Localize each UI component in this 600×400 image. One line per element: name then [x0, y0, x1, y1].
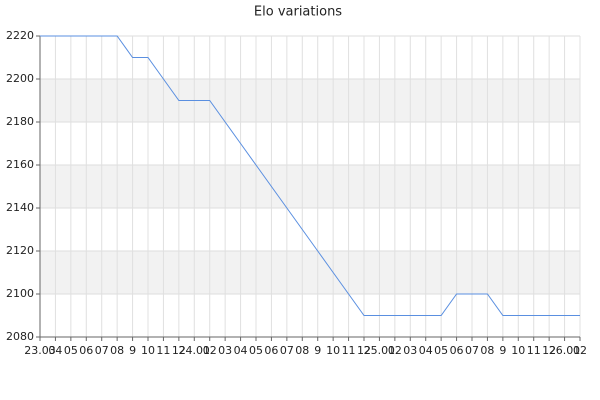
x-tick-label: 08 [295, 344, 309, 357]
x-tick-label: 05 [64, 344, 78, 357]
grid-band [40, 165, 580, 208]
x-tick-label: 05 [249, 344, 263, 357]
x-tick-label: 9 [129, 344, 136, 357]
y-tick-label: 2080 [6, 330, 34, 343]
x-tick-label: 26.01 [549, 344, 581, 357]
x-tick-label: 24.01 [179, 344, 211, 357]
x-tick-label: 06 [264, 344, 278, 357]
x-tick-label: 12 [357, 344, 371, 357]
y-tick-label: 2120 [6, 244, 34, 257]
x-tick-label: 02 [573, 344, 587, 357]
y-tick-label: 2180 [6, 115, 34, 128]
x-tick-label: 02 [388, 344, 402, 357]
x-tick-label: 07 [465, 344, 479, 357]
grid-band [40, 251, 580, 294]
x-tick-label: 06 [79, 344, 93, 357]
x-tick-label: 03 [403, 344, 417, 357]
grid-band [40, 79, 580, 122]
x-tick-label: 23.03 [24, 344, 56, 357]
x-tick-label: 12 [172, 344, 186, 357]
x-tick-label: 9 [314, 344, 321, 357]
line [40, 35, 580, 316]
x-tick-label: 10 [511, 344, 525, 357]
y-tick-label: 2100 [6, 287, 34, 300]
x-tick-label: 03 [218, 344, 232, 357]
x-tick-label: 07 [95, 344, 109, 357]
chart-title: Elo variations [254, 5, 342, 20]
y-tick-label: 2200 [6, 72, 34, 85]
x-tick-label: 02 [203, 344, 217, 357]
x-tick-label: 04 [419, 344, 433, 357]
x-tick-label: 04 [48, 344, 62, 357]
x-tick-label: 11 [342, 344, 356, 357]
x-tick-label: 11 [156, 344, 170, 357]
x-tick-label: 08 [110, 344, 124, 357]
x-tick-label: 05 [434, 344, 448, 357]
x-tick-label: 04 [234, 344, 248, 357]
y-tick-label: 2160 [6, 158, 34, 171]
y-tick-label: 2220 [6, 29, 34, 42]
x-tick-label: 06 [450, 344, 464, 357]
y-tick-label: 2140 [6, 201, 34, 214]
x-tick-label: 11 [527, 344, 541, 357]
x-tick-label: 12 [542, 344, 556, 357]
x-tick-label: 9 [499, 344, 506, 357]
x-tick-label: 07 [280, 344, 294, 357]
x-tick-label: 10 [141, 344, 155, 357]
x-tick-label: 10 [326, 344, 340, 357]
x-tick-label: 25.01 [364, 344, 396, 357]
x-tick-label: 08 [480, 344, 494, 357]
